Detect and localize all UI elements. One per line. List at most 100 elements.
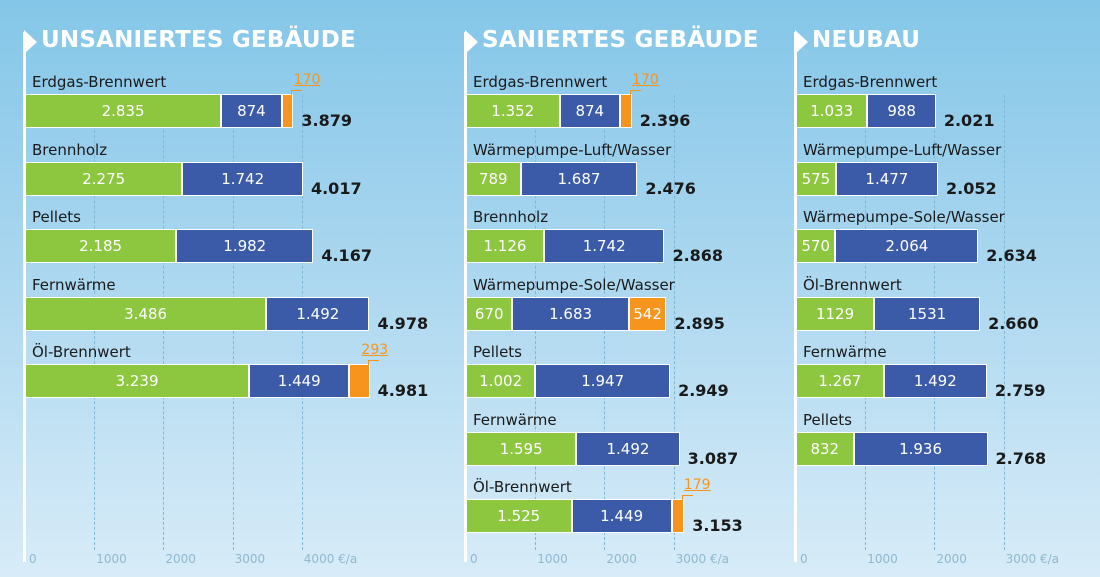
x-tick-label: 1000 <box>537 552 568 566</box>
bar-segment-blue: 1.683 <box>512 296 629 331</box>
bar-value-label: 2.275 <box>82 169 126 188</box>
bar-segment-green: 670 <box>466 296 513 331</box>
bar-value-label: 1.683 <box>549 304 593 323</box>
bar-value-label: 1.002 <box>479 372 523 390</box>
row-label: Pellets <box>473 343 522 361</box>
row-label: Erdgas-Brennwert <box>803 73 938 91</box>
bar-segment-blue: 1.477 <box>835 161 938 196</box>
x-tick-label: 3000 <box>234 552 266 566</box>
bar-value-label: 1.449 <box>277 372 321 390</box>
bar-segment-orange <box>620 94 632 128</box>
axis-line <box>794 32 797 562</box>
axis-line <box>23 32 26 562</box>
total-label: 2.868 <box>672 246 724 265</box>
bar-value-label: 1.492 <box>296 304 340 323</box>
orange-value-label: 170 <box>293 72 321 88</box>
bar-segment-green: 832 <box>796 431 854 466</box>
x-tick-label: 0 <box>470 552 478 566</box>
bar-value-label: 1.477 <box>865 169 909 188</box>
bar-value-label: 1.449 <box>600 507 644 525</box>
bar-segment-green: 2.185 <box>25 229 177 263</box>
bar-value-label: 1531 <box>908 304 947 323</box>
bar-segment-green: 575 <box>796 161 836 196</box>
bar-value-label: 1129 <box>815 304 855 323</box>
bar-value-label: 1.595 <box>499 439 543 458</box>
row-label: Pellets <box>32 208 81 226</box>
bar-value-label: 789 <box>478 169 508 188</box>
bar-segment-green: 1.033 <box>796 94 868 128</box>
bar-value-label: 570 <box>801 237 831 255</box>
gridline <box>1003 95 1005 550</box>
bar-value-label: 1.525 <box>497 507 541 525</box>
bar-value-label: 1.936 <box>899 439 943 458</box>
row-label: Wärmepumpe-Luft/Wasser <box>473 140 672 159</box>
row-label: Brennholz <box>32 140 108 159</box>
total-label: 3.153 <box>692 516 743 535</box>
row-label: Öl-Brennwert <box>473 478 572 496</box>
bar-segment-blue: 1.936 <box>853 431 988 466</box>
row-label: Erdgas-Brennwert <box>473 73 608 91</box>
bar-value-label: 1.492 <box>606 439 650 458</box>
row-label: Wärmepumpe-Sole/Wasser <box>473 275 675 294</box>
bar-segment-green: 1129 <box>796 296 875 331</box>
bar-segment-green: 2.835 <box>25 94 222 128</box>
bar-segment-green: 2.275 <box>25 161 183 196</box>
total-label: 4.978 <box>377 313 429 333</box>
bar-segment-green: 3.486 <box>25 296 267 331</box>
bar-segment-green: 1.595 <box>466 431 577 466</box>
leader-line <box>682 495 694 501</box>
bar-value-label: 832 <box>810 439 840 458</box>
bar-value-label: 1.492 <box>913 372 957 390</box>
x-tick-label: 2000 <box>936 552 967 566</box>
bar-segment-blue: 988 <box>867 94 936 128</box>
bar-value-label: 575 <box>801 169 831 188</box>
bar-value-label: 874 <box>237 102 266 120</box>
bar-segment-blue: 1.449 <box>571 499 672 533</box>
panel-title: SANIERTES GEBÄUDE <box>482 27 759 53</box>
bar-segment-green: 1.267 <box>796 364 884 398</box>
orange-value-label: 170 <box>632 72 659 88</box>
orange-value-label: 293 <box>361 342 389 358</box>
total-label: 3.087 <box>687 448 739 468</box>
bar-segment-blue: 2.064 <box>835 229 979 263</box>
total-label: 2.396 <box>639 111 691 130</box>
bar-value-label: 2.835 <box>101 102 145 120</box>
bar-value-label: 988 <box>887 102 916 120</box>
row-label: Wärmepumpe-Sole/Wasser <box>803 208 1005 226</box>
axis-line <box>464 32 467 562</box>
bar-segment-blue: 1.947 <box>535 364 671 398</box>
total-label: 3.879 <box>301 111 353 130</box>
bar-value-label: 3.486 <box>124 304 168 323</box>
row-label: Fernwärme <box>803 343 887 361</box>
bar-value-label: 3.239 <box>115 372 159 390</box>
bar-value-label: 670 <box>474 304 504 323</box>
x-tick-label: 0 <box>29 552 37 566</box>
bar-value-label: 2.064 <box>885 237 929 255</box>
x-tick-label: 2000 <box>165 552 196 566</box>
bar-value-label: 1.126 <box>483 237 527 255</box>
bar-segment-blue: 874 <box>221 94 282 128</box>
bar-segment-orange <box>281 94 294 128</box>
orange-value-label: 179 <box>683 477 711 493</box>
bar-value-label: 542 <box>633 304 662 323</box>
total-label: 4.017 <box>310 178 362 198</box>
bar-segment-green: 789 <box>466 161 521 196</box>
total-label: 4.981 <box>377 381 429 400</box>
total-label: 2.768 <box>995 448 1047 468</box>
bar-segment-blue: 1.492 <box>883 364 987 398</box>
bar-segment-green: 1.525 <box>466 499 572 533</box>
leader-line <box>291 90 303 96</box>
panel-title: UNSANIERTES GEBÄUDE <box>41 27 356 53</box>
leader-line <box>629 90 641 96</box>
bar-segment-green: 3.239 <box>25 364 250 398</box>
row-label: Öl-Brennwert <box>803 275 902 294</box>
total-label: 2.660 <box>988 313 1039 333</box>
bar-segment-green: 1.352 <box>466 94 560 128</box>
x-tick-label: 3000 €/a <box>1005 552 1059 566</box>
x-tick-label: 3000 €/a <box>675 552 729 566</box>
row-label: Fernwärme <box>32 275 116 294</box>
row-label: Öl-Brennwert <box>32 343 131 361</box>
bar-value-label: 1.352 <box>491 102 535 120</box>
bar-segment-blue: 874 <box>559 94 621 128</box>
x-tick-label: 4000 €/a <box>303 552 358 566</box>
